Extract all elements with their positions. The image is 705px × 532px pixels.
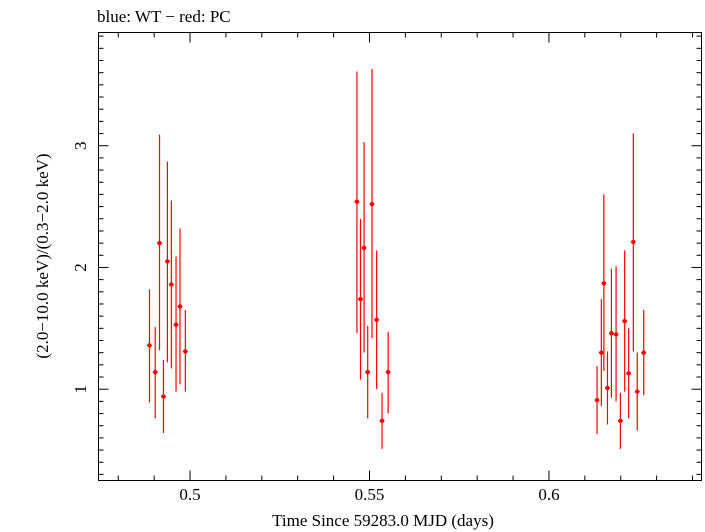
- data-point: [635, 389, 640, 394]
- data-point: [641, 350, 646, 355]
- x-tick-label: 0.5: [179, 485, 200, 504]
- data-point: [613, 332, 619, 337]
- data-point: [173, 322, 179, 327]
- data-point: [177, 304, 183, 309]
- data-point: [365, 369, 370, 375]
- data-point: [631, 239, 636, 245]
- data-point: [161, 394, 166, 399]
- x-axis-label: Time Since 59283.0 MJD (days): [272, 511, 494, 530]
- y-tick-label: 3: [71, 141, 90, 150]
- data-point: [361, 245, 367, 251]
- y-tick-label: 1: [71, 385, 90, 394]
- y-axis: 1 2 3: [71, 35, 702, 475]
- data-point: [622, 318, 627, 324]
- data-point: [599, 350, 604, 355]
- data-point: [618, 418, 623, 424]
- data-point: [609, 330, 614, 336]
- x-axis: 0.5 0.55 0.6: [117, 32, 694, 504]
- data-point: [379, 418, 385, 424]
- x-tick-label: 0.55: [355, 485, 385, 504]
- data-point: [626, 371, 631, 376]
- y-tick-label: 2: [71, 263, 90, 272]
- y-axis-label: (2.0−10.0 keV)/(0.3−2.0 keV): [33, 153, 52, 358]
- data-series: [146, 69, 647, 449]
- data-point: [153, 369, 158, 375]
- data-point: [369, 201, 375, 207]
- data-point: [594, 397, 600, 403]
- data-point: [358, 296, 363, 302]
- data-point: [605, 385, 610, 391]
- data-point: [374, 317, 379, 323]
- chart-title: blue: WT − red: PC: [97, 7, 231, 26]
- x-tick-label: 0.6: [538, 485, 559, 504]
- plot-frame: [98, 32, 702, 481]
- data-point: [183, 349, 188, 354]
- data-point: [147, 343, 152, 348]
- data-point: [165, 259, 170, 264]
- data-point: [385, 369, 391, 375]
- data-point: [354, 199, 360, 204]
- data-point: [157, 240, 162, 246]
- data-point: [169, 282, 174, 287]
- data-point: [601, 281, 607, 286]
